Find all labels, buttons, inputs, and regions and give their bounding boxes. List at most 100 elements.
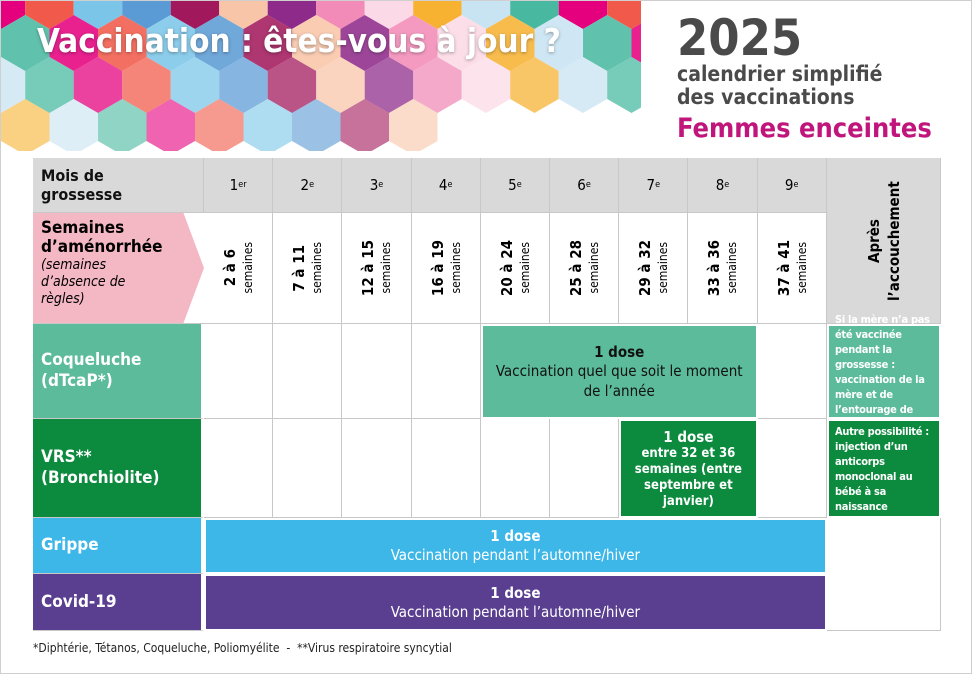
month-number: 3 bbox=[369, 176, 379, 194]
hexagon bbox=[413, 57, 462, 113]
month-suffix: e bbox=[378, 180, 384, 190]
month-suffix: e bbox=[655, 180, 661, 190]
empty-cell bbox=[411, 419, 481, 518]
banner-pattern bbox=[1, 1, 641, 151]
weeks-unit: semaines bbox=[725, 242, 740, 294]
dose-bar: 1 dose entre 32 et 36 semaines (entre sep… bbox=[619, 419, 758, 518]
month-suffix: e bbox=[309, 180, 315, 190]
hexagon bbox=[292, 15, 341, 71]
empty-cell bbox=[204, 419, 274, 518]
hexagon bbox=[219, 1, 268, 29]
hexagon bbox=[122, 57, 171, 113]
weeks-arrow bbox=[33, 213, 204, 323]
hexagon bbox=[413, 1, 462, 29]
weeks-cell: 25 à 28 semaines bbox=[550, 213, 620, 324]
dose-detail: Vaccination pendant l’automne/hiver bbox=[390, 546, 641, 564]
hexagon bbox=[267, 1, 317, 29]
month-number: 8 bbox=[715, 176, 725, 194]
weeks-range: 16 à 19 bbox=[428, 239, 447, 297]
hexagon bbox=[631, 23, 641, 63]
weeks-cell: 37 à 41 semaines bbox=[757, 213, 827, 324]
subtitle: calendrier simplifié des vaccinations bbox=[677, 63, 882, 109]
hexagon bbox=[1, 15, 50, 71]
empty-cell bbox=[273, 419, 343, 518]
month-cell: 1 er bbox=[204, 158, 274, 213]
hexagon bbox=[98, 99, 147, 151]
hexagon bbox=[170, 1, 220, 29]
month-suffix: e bbox=[516, 180, 522, 190]
title: Vaccination : êtes-vous à jour ? bbox=[37, 21, 561, 60]
row-name: Coqueluche (dTcaP*) bbox=[33, 324, 204, 419]
hexagon bbox=[364, 57, 414, 113]
hexagon bbox=[146, 99, 195, 151]
weeks-range: 25 à 28 bbox=[567, 239, 586, 297]
hexagon bbox=[73, 57, 123, 113]
weeks-cell: 12 à 15 semaines bbox=[342, 213, 412, 324]
hexagon bbox=[267, 57, 317, 113]
weeks-range: 2 à 6 bbox=[221, 249, 240, 287]
month-number: 2 bbox=[300, 176, 310, 194]
weeks-cell: 20 à 24 semaines bbox=[480, 213, 550, 324]
footnote: *Diphtérie, Tétanos, Coqueluche, Poliomy… bbox=[33, 641, 452, 655]
hexagon bbox=[98, 15, 147, 71]
month-number: 6 bbox=[577, 176, 586, 194]
after-cell: Si la mère n’a pas été vaccinée pendant … bbox=[827, 313, 941, 431]
hexagon bbox=[486, 15, 535, 71]
weeks-range: 7 à 11 bbox=[290, 244, 309, 292]
hexagon bbox=[510, 57, 559, 113]
hexagon bbox=[389, 99, 438, 151]
audience: Femmes enceintes bbox=[677, 113, 932, 144]
weeks-unit: semaines bbox=[794, 242, 809, 294]
hexagon bbox=[558, 1, 608, 29]
hexagon bbox=[73, 1, 123, 29]
empty-cell bbox=[342, 419, 412, 518]
hexagon bbox=[510, 1, 559, 29]
weeks-unit: semaines bbox=[310, 242, 325, 294]
after-cell: Autre possibilité : injection d’un antic… bbox=[827, 419, 941, 518]
empty-cell bbox=[757, 324, 827, 419]
hexagon bbox=[243, 99, 292, 151]
dose-detail: entre 32 et 36 semaines (entre septembre… bbox=[634, 445, 742, 509]
year: 2025 bbox=[677, 9, 803, 67]
hexagon bbox=[607, 1, 641, 29]
month-suffix: er bbox=[238, 180, 247, 190]
corner-cell: Mois de grossesse bbox=[33, 158, 204, 213]
hexagon bbox=[437, 15, 486, 71]
weeks-cell: 16 à 19 semaines bbox=[411, 213, 481, 324]
weeks-label-cell: Semaines d’aménorrhée (semaines d’absence… bbox=[33, 213, 204, 324]
hexagon bbox=[1, 99, 50, 151]
hexagon bbox=[364, 1, 414, 29]
month-suffix: e bbox=[447, 180, 453, 190]
after-text: Autre possibilité : injection d’un antic… bbox=[835, 424, 929, 513]
dose: 1 dose bbox=[594, 342, 645, 361]
hexagon bbox=[1, 57, 26, 113]
weeks-cell: 29 à 32 semaines bbox=[619, 213, 689, 324]
weeks-label: Semaines d’aménorrhée bbox=[41, 218, 163, 257]
dose-detail: Vaccination pendant l’automne/hiver bbox=[390, 602, 641, 621]
hexagon bbox=[219, 57, 268, 113]
weeks-unit: semaines bbox=[656, 242, 671, 294]
hexagon bbox=[195, 99, 244, 151]
subtitle-line: calendrier simplifié bbox=[677, 62, 883, 86]
empty-cell bbox=[204, 324, 274, 419]
empty-cell bbox=[757, 419, 827, 518]
hexagon bbox=[1, 1, 26, 29]
hexagon bbox=[25, 1, 74, 29]
hexagon bbox=[389, 15, 438, 71]
weeks-cell: 33 à 36 semaines bbox=[688, 213, 758, 324]
month-suffix: e bbox=[585, 180, 591, 190]
weeks-unit: semaines bbox=[379, 242, 394, 294]
hexagon bbox=[534, 15, 583, 71]
dose: 1 dose bbox=[490, 527, 541, 545]
month-number: 9 bbox=[784, 176, 794, 194]
weeks-unit: semaines bbox=[587, 242, 602, 294]
weeks-unit: semaines bbox=[241, 242, 256, 294]
